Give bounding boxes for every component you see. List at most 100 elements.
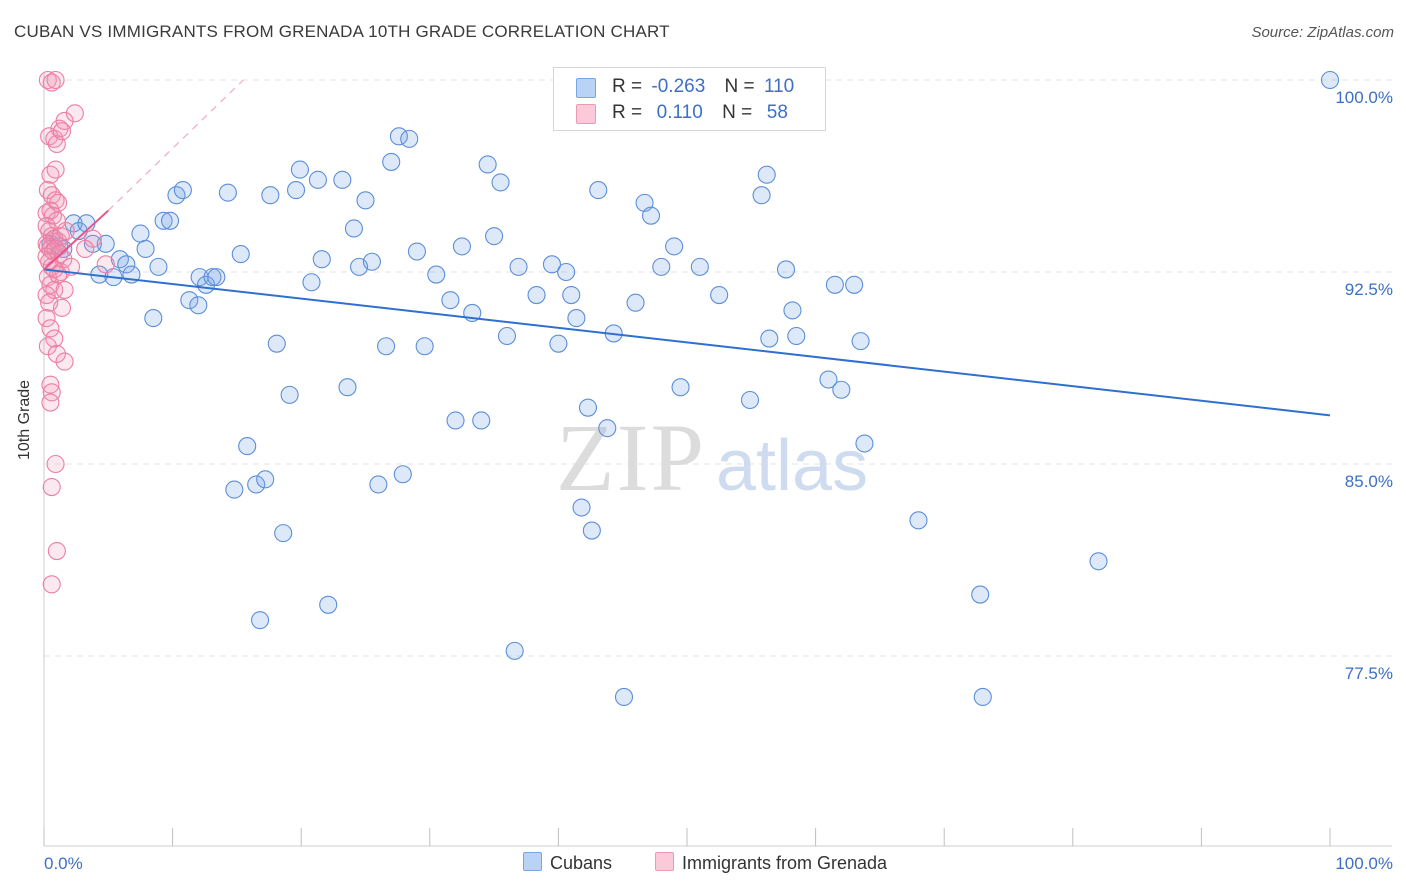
legend-item-cubans[interactable]: Cubans [523,852,612,874]
legend-n-label: N = [722,102,753,123]
axes [43,72,1392,847]
grenada-point [45,329,64,348]
cuban-point [542,255,562,274]
cuban-point [598,419,617,438]
grenada-trend-extension [107,79,244,211]
cuban-point [308,170,327,189]
cuban-point [760,329,779,348]
cuban-point [582,521,601,540]
cuban-point [909,511,928,530]
grenada-point [55,352,74,371]
cuban-point [302,273,321,292]
grenada-point [65,104,84,123]
cuban-point [131,224,150,243]
grenada-point [47,541,66,561]
cuban-point [274,524,293,543]
cuban-point [407,242,426,261]
cuban-point [567,309,586,328]
x-tick-labels: 0.0% 100.0% [44,854,1393,873]
cuban-point [250,611,270,630]
grenada-point [42,477,61,497]
grenada-point [45,129,64,148]
cuban-point [238,437,257,456]
grenada-point [52,298,72,317]
cuban-point [626,293,645,312]
y-tick-label: 100.0% [1335,88,1393,107]
cuban-point [973,687,992,707]
cuban-point [389,127,408,146]
cuban-point [231,245,250,264]
cuban-point [851,332,870,351]
cuban-point [344,219,363,238]
legend-swatch-cubans [576,78,596,98]
grenada-point [96,255,115,274]
grenada-point [46,191,65,210]
grenada-point [46,454,65,474]
cuban-point [225,480,244,499]
grenada-point [42,575,61,594]
grenada-trend-line [43,209,109,271]
cuban-point [290,160,309,179]
watermark-atlas: atlas [716,426,868,506]
cuban-point [427,265,446,284]
cuban-point [256,470,275,489]
grenada-label: Immigrants from Grenada [682,853,888,873]
cuban-point [267,334,286,353]
cuban-point [446,411,465,430]
cuban-point [136,239,155,259]
cuban-point [207,268,226,287]
cuban-point [400,129,419,148]
legend-item-grenada[interactable]: Immigrants from Grenada [655,852,887,874]
grenada-point [83,229,102,248]
grenada-point [46,70,65,90]
cuban-point [509,257,528,276]
cuban-point [562,285,581,305]
grenada-point [41,201,60,220]
cuban-point [710,285,729,305]
cuban-point [280,385,299,404]
cuban-point [472,411,491,430]
grenada-point [56,221,75,241]
legend-n-label: N = [724,76,755,97]
cuban-point [783,301,802,320]
cuban-point [787,326,806,346]
cuban-point [845,275,864,294]
cuban-point [189,296,208,315]
cuban-point [319,595,338,614]
cuban-point [338,378,357,397]
cuban-point [825,275,844,294]
grenada-point [76,239,95,259]
cuban-point [819,370,838,389]
trend-lines [43,79,1331,417]
cuban-point [144,309,163,328]
grenada-point [37,309,56,328]
cuban-point [1320,70,1340,90]
cuban-point [117,255,136,274]
y-tick-label: 77.5% [1345,664,1393,683]
legend-r-value: 0.110 [651,102,703,123]
cubans-swatch [523,852,542,871]
cuban-point [752,186,771,205]
watermark: ZIP atlas [556,404,868,511]
cuban-point [485,227,504,246]
legend-n-value: 58 [761,102,788,123]
source-label: Source: ZipAtlas.com [1251,24,1394,41]
x-tick-label-right: 100.0% [1335,854,1393,873]
cuban-point [497,326,517,346]
cuban-point [641,206,661,225]
cuban-point [776,260,796,279]
cuban-point [832,380,851,399]
grenada-point [41,393,60,412]
watermark-zip: ZIP [556,404,706,511]
grenada-point [41,165,60,184]
cubans-trend-line [43,268,1331,417]
cuban-point [452,237,472,256]
cuban-point [382,152,401,171]
y-tick-labels: 77.5% 85.0% 92.5% 100.0% [1335,88,1393,683]
legend-r-value: -0.263 [651,76,706,97]
cuban-point [757,165,776,184]
cuban-point [203,268,222,287]
grenada-point [47,344,66,363]
cuban-point [415,337,434,356]
cuban-point [377,337,396,356]
